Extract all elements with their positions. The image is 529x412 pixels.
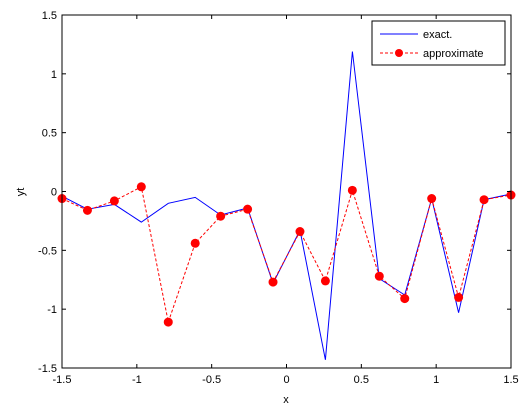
legend-box — [371, 20, 506, 66]
legend: exact. approximate — [371, 20, 506, 66]
approximate-point — [320, 276, 330, 286]
legend-approximate-marker — [395, 49, 403, 57]
x-tick-label: 1.5 — [503, 374, 518, 386]
approximate-point — [268, 277, 278, 287]
x-tick-label: -1.5 — [53, 374, 72, 386]
approximate-point — [479, 195, 489, 205]
x-tick-label: 1 — [433, 374, 439, 386]
series-line-exact — [61, 51, 512, 360]
approximate-point — [216, 211, 226, 221]
approximate-point — [243, 204, 253, 214]
approximate-point — [295, 227, 305, 237]
x-tick-label: 0 — [283, 374, 289, 386]
x-tick-label: 0.5 — [354, 374, 369, 386]
x-tick-label: -0.5 — [202, 374, 221, 386]
approximate-point — [136, 182, 146, 192]
approximate-point — [400, 294, 410, 304]
approximate-point — [82, 205, 92, 215]
y-tick-label: 1 — [51, 69, 57, 81]
y-tick-label: 0 — [51, 187, 57, 199]
y-tick-label: -1.5 — [38, 363, 57, 375]
x-tick-label: -1 — [132, 374, 142, 386]
approximate-point — [454, 292, 464, 302]
y-tick-label: 0.5 — [42, 128, 57, 140]
ticks-layer: -1.5 -1 -0.5 0 0.5 1 1.5 -1.5 -1 -0.5 0 0.5 1 1.5 — [38, 10, 519, 386]
approximate-point — [374, 271, 384, 281]
series-layer — [57, 51, 516, 360]
y-axis-label: yt — [15, 188, 27, 197]
approximate-point — [427, 194, 437, 204]
y-tick-label: -1 — [47, 304, 57, 316]
approximate-point — [190, 238, 200, 248]
plot-area — [62, 15, 511, 368]
series-line-approximate — [61, 186, 512, 325]
approximate-point — [163, 317, 173, 327]
legend-exact-label: exact. — [423, 29, 452, 41]
approximate-point — [347, 185, 357, 195]
y-tick-label: -0.5 — [38, 245, 57, 257]
x-axis-label: x — [283, 394, 289, 406]
legend-approximate-label: approximate — [423, 48, 484, 60]
approximate-point — [109, 196, 119, 206]
y-tick-label: 1.5 — [42, 10, 57, 22]
